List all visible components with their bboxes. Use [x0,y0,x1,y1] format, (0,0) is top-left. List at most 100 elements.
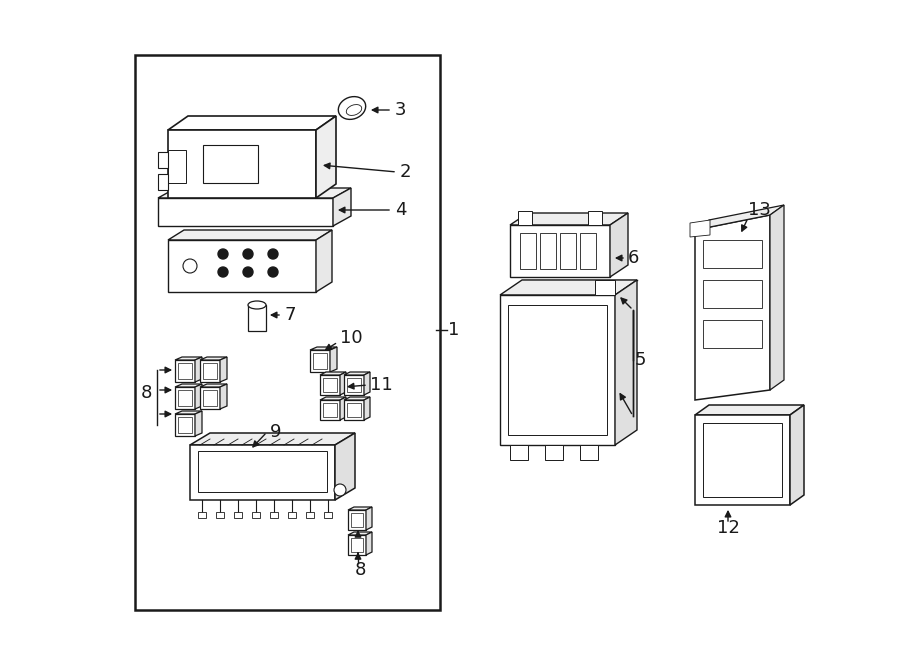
Polygon shape [195,411,202,436]
Polygon shape [610,213,628,277]
Polygon shape [540,233,556,269]
Polygon shape [333,188,351,226]
Polygon shape [695,215,770,400]
Polygon shape [316,116,336,198]
Polygon shape [351,538,363,552]
Polygon shape [203,390,217,406]
Polygon shape [252,512,260,518]
Polygon shape [351,513,363,527]
Polygon shape [190,445,335,500]
Polygon shape [320,375,340,395]
Polygon shape [158,198,333,226]
Polygon shape [703,423,782,497]
Polygon shape [175,411,202,414]
Polygon shape [310,350,330,372]
Ellipse shape [338,97,365,120]
Text: 10: 10 [340,329,363,347]
Polygon shape [340,372,346,395]
Polygon shape [200,360,220,382]
Polygon shape [320,400,340,420]
Polygon shape [195,384,202,409]
Polygon shape [190,433,355,445]
Circle shape [218,249,228,259]
Polygon shape [310,347,337,350]
Text: 13: 13 [748,201,771,219]
Polygon shape [175,414,195,436]
Polygon shape [195,357,202,382]
Polygon shape [695,205,784,230]
Polygon shape [364,372,370,395]
Polygon shape [500,295,615,445]
Polygon shape [320,397,346,400]
Polygon shape [518,211,532,225]
Polygon shape [588,211,602,225]
Polygon shape [168,150,186,183]
Polygon shape [595,280,615,295]
Polygon shape [216,512,224,518]
Polygon shape [306,512,314,518]
Polygon shape [344,372,370,375]
Polygon shape [135,55,440,610]
Polygon shape [560,233,576,269]
Polygon shape [344,375,364,395]
Polygon shape [703,280,762,308]
Polygon shape [690,220,710,237]
Polygon shape [348,532,372,535]
Polygon shape [520,233,536,269]
Polygon shape [348,507,372,510]
Polygon shape [347,378,361,392]
Text: 6: 6 [628,249,639,267]
Polygon shape [313,353,327,369]
Polygon shape [335,433,355,500]
Polygon shape [178,417,192,433]
Polygon shape [340,397,346,420]
Ellipse shape [248,301,266,309]
Polygon shape [348,510,366,530]
Polygon shape [220,384,227,409]
Polygon shape [200,387,220,409]
Polygon shape [168,240,316,292]
Text: 9: 9 [270,423,282,441]
Polygon shape [703,240,762,268]
Polygon shape [366,532,372,555]
Polygon shape [175,357,202,360]
Polygon shape [580,233,596,269]
Polygon shape [324,512,332,518]
Polygon shape [175,387,195,409]
Text: 12: 12 [716,519,740,537]
Polygon shape [270,512,278,518]
Circle shape [243,249,253,259]
Polygon shape [695,415,790,505]
Polygon shape [175,360,195,382]
Ellipse shape [346,104,362,116]
Polygon shape [178,390,192,406]
Polygon shape [347,403,361,417]
Text: 11: 11 [370,376,392,394]
Polygon shape [178,363,192,379]
Polygon shape [344,397,370,400]
Polygon shape [366,507,372,530]
Polygon shape [703,320,762,348]
Polygon shape [175,384,202,387]
Polygon shape [203,145,258,183]
Polygon shape [770,205,784,390]
Polygon shape [158,188,351,198]
Polygon shape [248,305,266,331]
Polygon shape [615,280,637,445]
Text: 4: 4 [395,201,407,219]
Text: 2: 2 [400,163,411,181]
Polygon shape [510,445,528,460]
Polygon shape [790,405,804,505]
Polygon shape [198,451,327,492]
Circle shape [243,267,253,277]
Text: 8: 8 [140,384,152,402]
Polygon shape [168,230,332,240]
Polygon shape [200,384,227,387]
Polygon shape [500,280,637,295]
Polygon shape [316,230,332,292]
Polygon shape [580,445,598,460]
Polygon shape [158,174,168,190]
Text: 1: 1 [448,321,459,339]
Circle shape [183,259,197,273]
Text: 5: 5 [635,351,646,369]
